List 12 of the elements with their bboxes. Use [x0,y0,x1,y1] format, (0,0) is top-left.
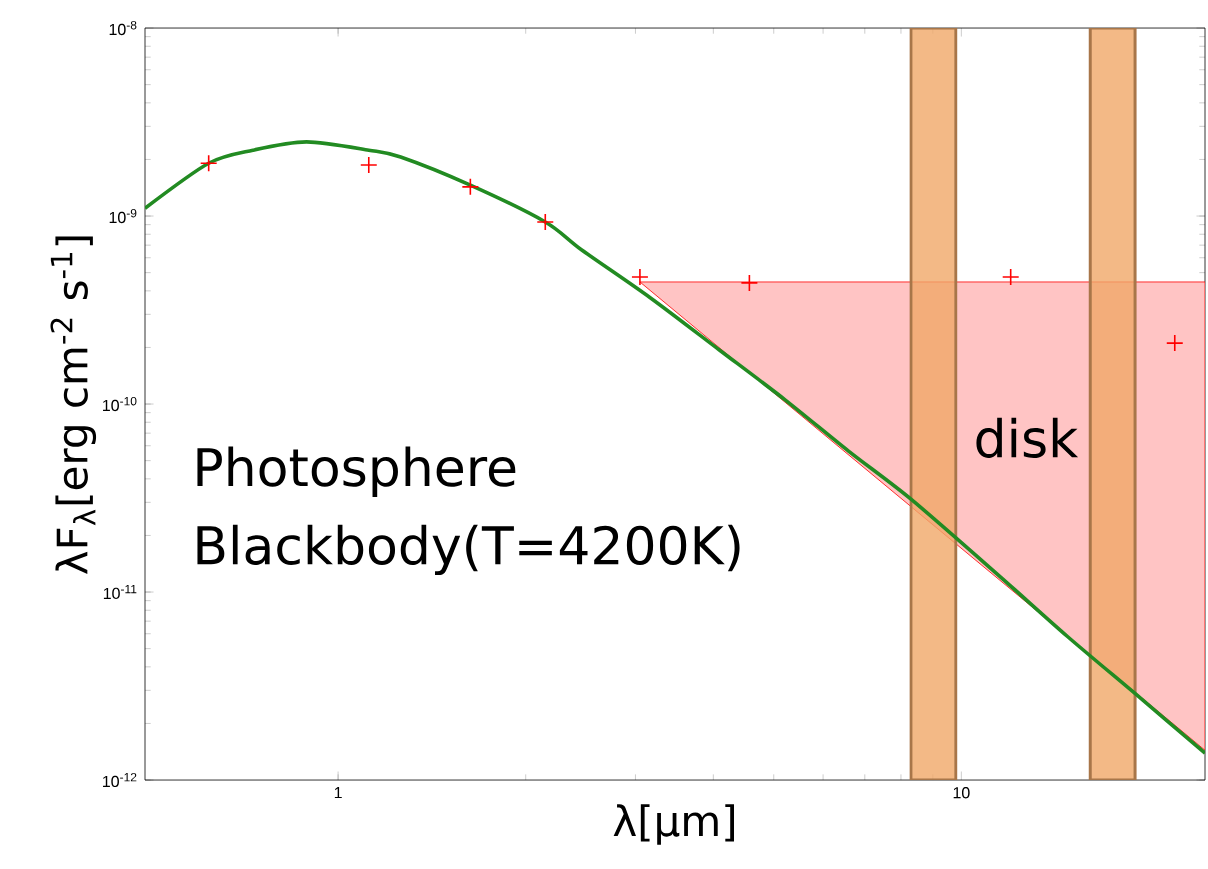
x-tick-label: 10 [953,787,970,799]
x-axis-title: λ[μm] [613,804,734,845]
y-tick-label: 10$^{-8}$ [109,20,137,36]
annotation: Photosphere [197,446,516,497]
annotation: disk [976,417,1079,458]
y-tick-label: 10$^{-11}$ [103,585,137,600]
y-tick-label: 10$^{-10}$ [103,396,137,412]
y-tick-label: 10$^{-12}$ [103,772,137,788]
y-tick-label: 10$^{-9}$ [109,208,137,224]
x-tick-label: 1 [334,787,342,799]
y-axis-title: λF$_{λ}$[erg cm$^{-2}$ s$^{-1}$] [50,236,97,574]
annotation: Blackbody(T=4200K) [197,524,740,576]
